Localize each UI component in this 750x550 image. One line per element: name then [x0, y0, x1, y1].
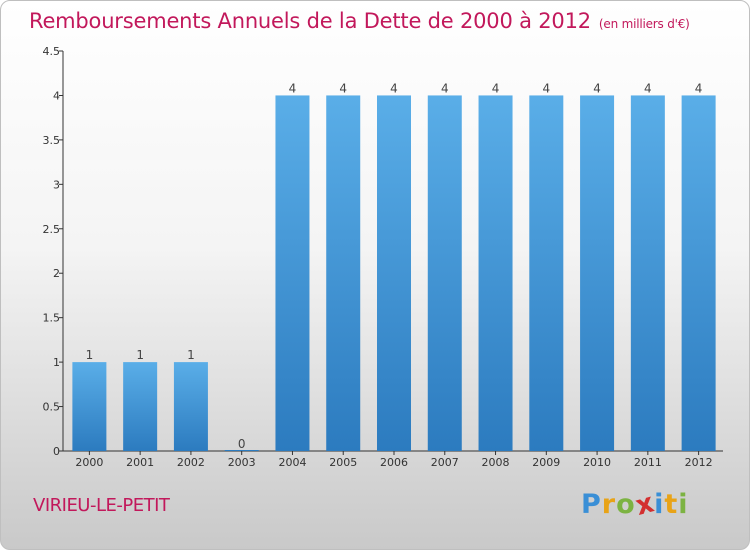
bar-2010 — [580, 95, 615, 451]
x-tick-label: 2002 — [177, 456, 205, 469]
data-label: 4 — [390, 81, 398, 95]
y-tick-label: 2.5 — [43, 223, 61, 236]
y-tick-label: 1.5 — [43, 312, 61, 325]
location-name: VIRIEU-LE-PETIT — [33, 495, 170, 516]
logo-letter: o — [616, 489, 636, 520]
y-tick-label: 3.5 — [43, 134, 61, 147]
data-label: 1 — [187, 348, 195, 362]
y-tick-label: 3 — [53, 178, 60, 191]
data-label: 4 — [542, 81, 550, 95]
data-label: 4 — [695, 81, 703, 95]
y-tick-label: 0 — [53, 445, 60, 458]
bar-2003 — [224, 450, 259, 451]
y-tick-label: 0.5 — [43, 401, 61, 414]
bar-2000 — [72, 362, 107, 451]
bar-2006 — [377, 95, 411, 451]
y-tick-label: 4.5 — [43, 45, 61, 58]
bar-2005 — [326, 95, 361, 451]
x-tick-label: 2001 — [126, 456, 154, 469]
chart-labels: 0 0.5 1 1.5 2 2.5 3 3.5 4 4.5 2000 1 2001 1 2002 1 2003 0… — [43, 45, 713, 469]
data-label: 4 — [593, 81, 601, 95]
bar-2009 — [529, 95, 564, 451]
x-tick-label: 2011 — [634, 456, 662, 469]
data-label: 4 — [492, 81, 500, 95]
y-tick-label: 1 — [53, 356, 60, 369]
logo-letter: i — [678, 489, 689, 520]
bar-2008 — [478, 95, 513, 451]
bar-2001 — [123, 362, 158, 451]
data-label: 4 — [644, 81, 652, 95]
logo-letter: r — [601, 489, 617, 520]
data-label: 1 — [136, 348, 144, 362]
x-tick-label: 2008 — [482, 456, 510, 469]
logo-letter: t — [664, 489, 679, 520]
x-tick-label: 2012 — [685, 456, 713, 469]
x-tick-label: 2006 — [380, 456, 408, 469]
bar-2004 — [275, 95, 310, 451]
data-label: 4 — [339, 81, 347, 95]
chart-unit: (en milliers d'€) — [598, 17, 690, 31]
x-tick-label: 2007 — [431, 456, 459, 469]
x-tick-label: 2010 — [583, 456, 611, 469]
logo-letter: P — [581, 489, 602, 520]
chart-bars — [72, 95, 716, 451]
bar-2002 — [173, 362, 208, 451]
data-label: 1 — [86, 348, 94, 362]
data-label: 4 — [441, 81, 449, 95]
x-tick-label: 2000 — [75, 456, 103, 469]
proxiti-logo: Proxiti — [581, 487, 689, 522]
x-tick-label: 2009 — [532, 456, 560, 469]
y-tick-label: 2 — [53, 267, 60, 280]
bar-2007 — [427, 95, 462, 451]
x-tick-label: 2005 — [329, 456, 357, 469]
chart-title-text: Remboursements Annuels de la Dette de 20… — [29, 9, 591, 33]
data-label: 4 — [289, 81, 297, 95]
data-label: 0 — [238, 437, 246, 451]
chart-title: Remboursements Annuels de la Dette de 20… — [29, 9, 690, 33]
y-tick-label: 4 — [53, 89, 60, 102]
bar-2012 — [681, 95, 716, 451]
x-tick-label: 2004 — [278, 456, 306, 469]
bar-2011 — [630, 95, 665, 451]
x-tick-label: 2003 — [228, 456, 256, 469]
logo-letter: i — [654, 489, 665, 520]
